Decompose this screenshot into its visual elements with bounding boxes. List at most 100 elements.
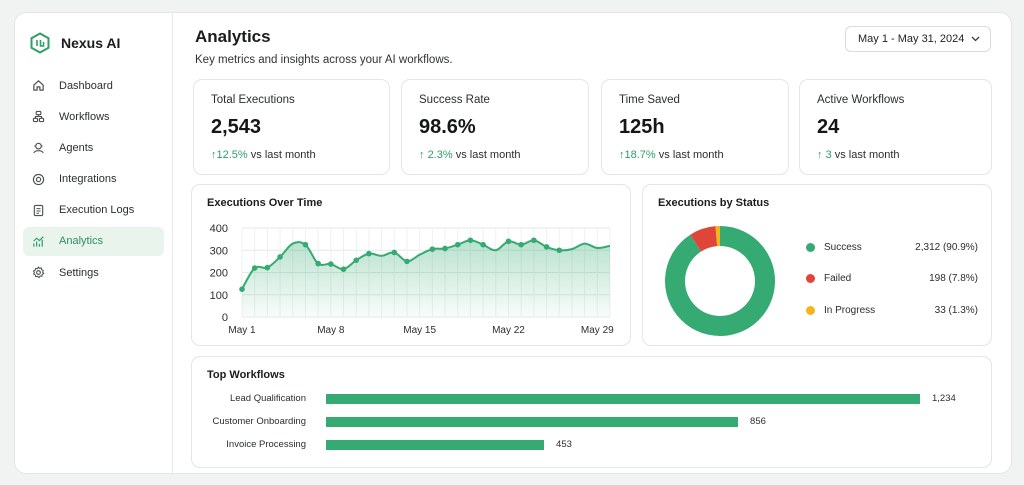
kpi-value: 2,543 — [211, 116, 262, 138]
x-tick-label: May 22 — [492, 325, 525, 336]
x-tick-label: May 29 — [581, 325, 614, 336]
kpi-delta-value: 3 — [825, 149, 832, 161]
executions-over-time-card: Executions Over Time 0 100 200 300 400 May 1 M… — [191, 184, 631, 346]
sidebar-item-label: Dashboard — [59, 79, 113, 92]
data-point — [429, 246, 436, 252]
workflow-bar — [326, 394, 920, 404]
legend-value: 33 (1.3%) — [934, 304, 978, 316]
kpi-delta: ↑12.5% vs last month — [211, 149, 316, 161]
legend-item-failed: Failed 198 (7.8%) — [806, 271, 978, 287]
kpi-label: Success Rate — [419, 94, 490, 106]
kpi-delta-value: 2.3% — [427, 149, 453, 161]
kpi-delta: ↑ 2.3% vs last month — [419, 149, 521, 161]
legend-item-in-progress: In Progress 33 (1.3%) — [806, 302, 978, 318]
sidebar-item-label: Workflows — [59, 110, 110, 123]
kpi-delta: ↑ 3 vs last month — [817, 149, 900, 161]
chart-title: Top Workflows — [207, 369, 285, 381]
sidebar-item-dashboard[interactable]: Dashboard — [23, 71, 164, 100]
sidebar-nav: Dashboard Workflows Agents Integrations — [15, 71, 172, 287]
data-point — [353, 257, 360, 264]
kpi-value: 24 — [817, 116, 840, 138]
page-subtitle: Key metrics and insights across your AI … — [195, 54, 453, 66]
success-dot-icon — [806, 242, 815, 252]
workflow-value: 1,234 — [932, 393, 956, 404]
kpi-label: Active Workflows — [817, 94, 905, 106]
workflow-value: 453 — [556, 439, 572, 450]
sidebar-item-label: Integrations — [59, 173, 117, 186]
sidebar-item-label: Agents — [59, 141, 94, 154]
y-tick-label: 400 — [210, 223, 228, 235]
kpi-delta-value: 18.7% — [624, 149, 656, 161]
kpi-label: Time Saved — [619, 94, 680, 106]
data-point — [251, 265, 258, 271]
x-tick-label: May 15 — [403, 325, 436, 336]
data-point — [454, 241, 461, 248]
arrow-up-icon: ↑ — [619, 149, 625, 161]
arrow-up-icon: ↑ — [211, 149, 217, 161]
analytics-icon — [31, 234, 45, 248]
kpi-card-time-saved: Time Saved 125h ↑18.7% vs last month — [601, 79, 789, 175]
kpi-card-active-workflows: Active Workflows 24 ↑ 3 vs last month — [799, 79, 992, 175]
status-legend: Success 2,312 (90.9%) Failed 198 (7.8%) … — [806, 239, 978, 334]
data-point — [340, 266, 347, 272]
data-point — [404, 258, 410, 265]
legend-value: 2,312 (90.9%) — [915, 241, 978, 253]
sidebar-item-label: Analytics — [59, 235, 104, 248]
kpi-value: 98.6% — [419, 116, 476, 138]
kpi-value: 125h — [619, 116, 665, 138]
kpi-delta-value: 12.5% — [216, 149, 248, 161]
data-point — [264, 264, 271, 271]
workflow-row: Invoice Processing 453 — [192, 438, 991, 452]
chart-title: Executions by Status — [658, 197, 770, 209]
workflow-label: Invoice Processing — [226, 439, 306, 450]
workflow-row: Lead Qualification 1,234 — [192, 392, 991, 406]
kpi-delta-suffix: vs last month — [250, 149, 316, 161]
data-point — [315, 260, 321, 267]
legend-label: In Progress — [824, 304, 876, 316]
y-tick-label: 300 — [210, 245, 228, 257]
kpi-card-total-executions: Total Executions 2,543 ↑12.5% vs last mo… — [193, 79, 390, 175]
legend-label: Success — [824, 241, 862, 253]
sidebar-item-settings[interactable]: Settings — [23, 258, 164, 287]
data-point — [277, 254, 283, 260]
agent-icon — [31, 141, 45, 155]
data-point — [328, 261, 334, 267]
kpi-delta-suffix: vs last month — [834, 149, 900, 161]
sidebar-item-analytics[interactable]: Analytics — [23, 226, 164, 256]
arrow-up-icon: ↑ — [419, 149, 425, 161]
main-content: Analytics Key metrics and insights acros… — [173, 13, 1011, 473]
top-workflows-card: Top Workflows Lead Qualification 1,234 C… — [191, 356, 992, 468]
x-tick-label: May 1 — [228, 325, 256, 336]
brand[interactable]: Nexus AI — [15, 29, 172, 57]
brand-name: Nexus AI — [61, 35, 121, 51]
date-range-value: May 1 - May 31, 2024 — [858, 33, 965, 45]
sidebar-item-integrations[interactable]: Integrations — [23, 165, 164, 194]
kpi-delta-suffix: vs last month — [658, 149, 724, 161]
data-point — [518, 241, 524, 248]
sidebar-item-agents[interactable]: Agents — [23, 133, 164, 162]
gear-icon — [31, 266, 45, 280]
y-tick-label: 100 — [210, 290, 228, 302]
legend-label: Failed — [824, 273, 852, 284]
logs-icon — [31, 203, 45, 217]
data-point — [467, 237, 474, 244]
chevron-down-icon — [971, 33, 980, 45]
data-point — [543, 244, 550, 250]
workflow-row: Customer Onboarding 856 — [192, 415, 991, 429]
data-point — [480, 241, 486, 248]
executions-line-chart: 0 100 200 300 400 May 1 May 8 May 15 May 22 May 2… — [210, 223, 615, 336]
date-range-picker[interactable]: May 1 - May 31, 2024 — [845, 26, 991, 52]
sidebar-item-workflows[interactable]: Workflows — [23, 102, 164, 131]
top-workflows-bar-chart: Lead Qualification 1,234 Customer Onboar… — [192, 391, 991, 466]
data-point — [302, 241, 309, 248]
home-icon — [31, 79, 45, 93]
kpi-label: Total Executions — [211, 94, 295, 106]
in-progress-dot-icon — [806, 305, 815, 315]
integrations-icon — [31, 172, 45, 186]
workflow-bar — [326, 440, 545, 450]
legend-value: 198 (7.8%) — [929, 273, 978, 284]
sidebar-item-execution-logs[interactable]: Execution Logs — [23, 196, 164, 225]
kpi-delta: ↑18.7% vs last month — [619, 149, 724, 161]
nexus-logo-icon — [29, 32, 51, 54]
arrow-up-icon: ↑ — [817, 149, 823, 161]
